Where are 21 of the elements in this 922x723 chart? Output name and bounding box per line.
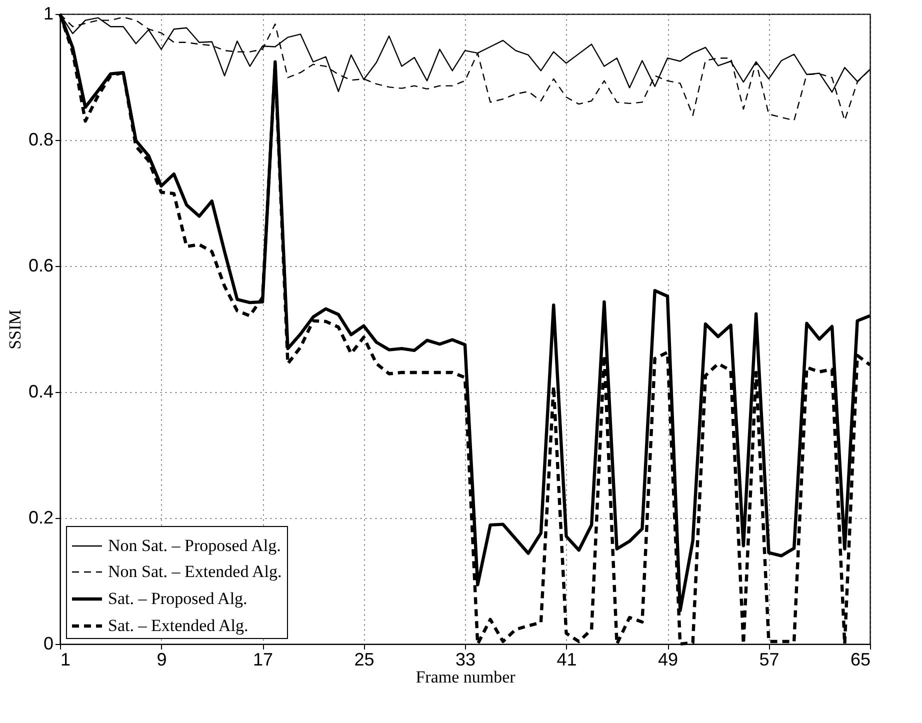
x-tick-label: 25 [354, 650, 374, 670]
x-axis-title: Frame number [416, 668, 516, 686]
y-tick-label: 0.4 [28, 382, 54, 402]
x-tick-label: 49 [658, 650, 678, 670]
legend-label: Non Sat. – Proposed Alg. [108, 536, 281, 555]
y-tick-label: 0.2 [28, 508, 54, 528]
x-tick-label: 65 [850, 650, 870, 670]
y-tick-label: 1 [43, 4, 54, 24]
y-tick-label: 0 [43, 634, 54, 654]
x-tick-label: 1 [60, 650, 71, 670]
x-tick-label: 17 [252, 650, 274, 670]
x-tick-label: 33 [455, 650, 476, 670]
y-tick-label: 0.8 [28, 130, 54, 150]
y-tick-label: 0.6 [28, 256, 54, 276]
x-tick-label: 9 [156, 650, 167, 670]
y-axis-title: SSIM [5, 310, 24, 350]
legend-label: Non Sat. – Extended Alg. [108, 562, 282, 581]
x-tick-label: 41 [556, 650, 577, 670]
x-tick-label: 57 [759, 650, 780, 670]
legend-label: Sat. – Extended Alg. [108, 616, 248, 635]
legend-label: Sat. – Proposed Alg. [108, 589, 248, 608]
